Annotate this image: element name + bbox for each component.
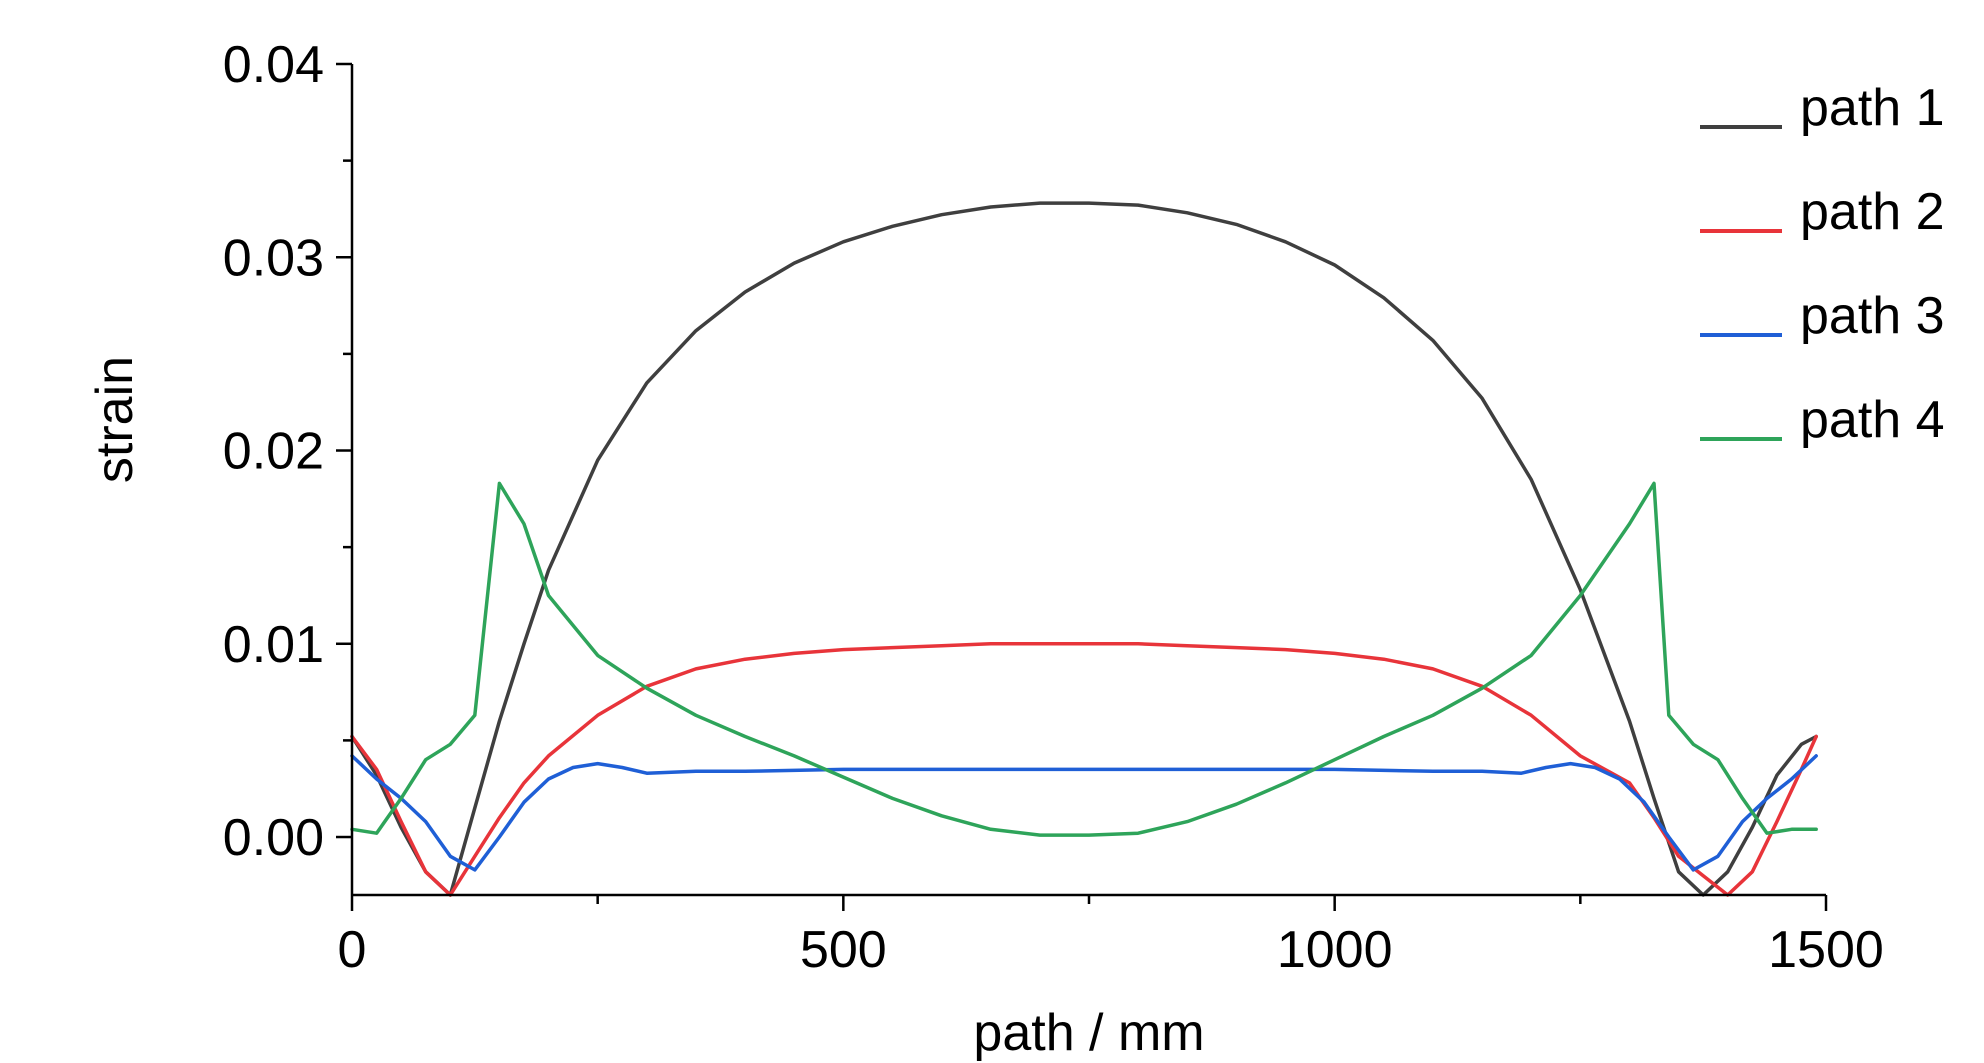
axes: 0 500 1000 1500 0.00 0.01 0.02 0.03 0.04 — [223, 36, 1884, 979]
y-tick-label: 0.00 — [223, 809, 324, 867]
y-tick-label: 0.04 — [223, 36, 324, 94]
x-tick-label: 1000 — [1277, 921, 1393, 979]
y-tick-label: 0.01 — [223, 616, 324, 674]
x-tick-label: 1500 — [1768, 921, 1884, 979]
series-line-path-2 — [350, 642, 1818, 897]
legend-label: path 4 — [1800, 391, 1945, 449]
legend: path 1 path 2 path 3 path 4 — [1660, 79, 1960, 470]
y-tick-label: 0.02 — [223, 423, 324, 481]
series-line-path-3 — [350, 754, 1818, 872]
x-tick-label: 500 — [800, 921, 887, 979]
x-axis-label: path / mm — [973, 1004, 1204, 1062]
series-line-path-4 — [350, 481, 1818, 837]
series-line-path-1 — [350, 201, 1818, 897]
plot-area — [350, 201, 1818, 897]
y-axis-label: strain — [86, 356, 144, 483]
legend-label: path 2 — [1800, 183, 1945, 241]
x-tick-label: 0 — [338, 921, 367, 979]
legend-label: path 1 — [1800, 79, 1945, 137]
legend-background — [1660, 80, 1960, 470]
legend-label: path 3 — [1800, 287, 1945, 345]
y-tick-label: 0.03 — [223, 229, 324, 287]
